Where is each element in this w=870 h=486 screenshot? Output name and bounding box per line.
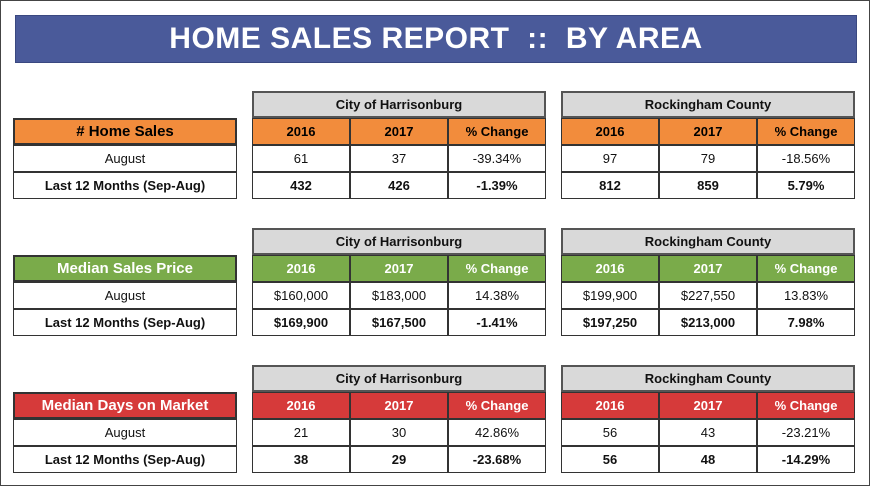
column-header-1: 2017	[659, 118, 757, 145]
value-last12: -1.39%	[448, 172, 546, 199]
value-last12: $167,500	[350, 309, 448, 336]
column-header-1: 2017	[350, 118, 448, 145]
section-3: Median Days on Market August Last 12 Month…	[1, 365, 870, 475]
value-august: -23.21%	[757, 419, 855, 446]
row-label-august: August	[13, 145, 237, 172]
report-title: HOME SALES REPORT :: BY AREA	[169, 22, 703, 55]
column-header-1: 2017	[350, 392, 448, 419]
column-header-0: 2016	[561, 392, 659, 419]
value-last12: 426	[350, 172, 448, 199]
column-header-0: 2016	[561, 118, 659, 145]
area-header-harrisonburg: City of Harrisonburg	[252, 228, 546, 255]
value-last12: 29	[350, 446, 448, 473]
value-last12: $197,250	[561, 309, 659, 336]
value-august: 30	[350, 419, 448, 446]
metric-label: # Home Sales	[13, 118, 237, 145]
column-header-1: 2017	[350, 255, 448, 282]
value-last12: 859	[659, 172, 757, 199]
column-header-0: 2016	[252, 255, 350, 282]
value-august: 56	[561, 419, 659, 446]
value-last12: 432	[252, 172, 350, 199]
value-august: 21	[252, 419, 350, 446]
row-label-august: August	[13, 419, 237, 446]
value-august: 43	[659, 419, 757, 446]
area-header-harrisonburg: City of Harrisonburg	[252, 365, 546, 392]
metric-label: Median Days on Market	[13, 392, 237, 419]
value-august: 79	[659, 145, 757, 172]
value-august: -18.56%	[757, 145, 855, 172]
column-header-1: 2017	[659, 255, 757, 282]
value-last12: $213,000	[659, 309, 757, 336]
section-1: # Home Sales August Last 12 Months (Sep-Au…	[1, 91, 870, 201]
value-august: $160,000	[252, 282, 350, 309]
metric-label: Median Sales Price	[13, 255, 237, 282]
value-august: $227,550	[659, 282, 757, 309]
value-august: 42.86%	[448, 419, 546, 446]
value-august: 37	[350, 145, 448, 172]
value-august: -39.34%	[448, 145, 546, 172]
value-august: $199,900	[561, 282, 659, 309]
value-last12: -14.29%	[757, 446, 855, 473]
value-august: 61	[252, 145, 350, 172]
area-header-harrisonburg: City of Harrisonburg	[252, 91, 546, 118]
column-header-1: 2017	[659, 392, 757, 419]
value-last12: 56	[561, 446, 659, 473]
section-2: Median Sales Price August Last 12 Months (…	[1, 228, 870, 338]
column-header-2: % Change	[757, 118, 855, 145]
column-header-2: % Change	[448, 255, 546, 282]
column-header-2: % Change	[448, 392, 546, 419]
area-header-rockingham: Rockingham County	[561, 365, 855, 392]
row-label-august: August	[13, 282, 237, 309]
report-banner: HOME SALES REPORT :: BY AREA	[15, 15, 857, 63]
value-last12: -1.41%	[448, 309, 546, 336]
column-header-2: % Change	[757, 255, 855, 282]
value-last12: $169,900	[252, 309, 350, 336]
row-label-last12: Last 12 Months (Sep-Aug)	[13, 446, 237, 473]
column-header-0: 2016	[252, 118, 350, 145]
value-august: $183,000	[350, 282, 448, 309]
value-last12: 7.98%	[757, 309, 855, 336]
row-label-last12: Last 12 Months (Sep-Aug)	[13, 309, 237, 336]
column-header-2: % Change	[757, 392, 855, 419]
value-last12: -23.68%	[448, 446, 546, 473]
area-header-rockingham: Rockingham County	[561, 228, 855, 255]
value-august: 13.83%	[757, 282, 855, 309]
value-august: 97	[561, 145, 659, 172]
value-last12: 812	[561, 172, 659, 199]
row-label-last12: Last 12 Months (Sep-Aug)	[13, 172, 237, 199]
column-header-0: 2016	[252, 392, 350, 419]
value-august: 14.38%	[448, 282, 546, 309]
area-header-rockingham: Rockingham County	[561, 91, 855, 118]
value-last12: 48	[659, 446, 757, 473]
value-last12: 38	[252, 446, 350, 473]
column-header-0: 2016	[561, 255, 659, 282]
value-last12: 5.79%	[757, 172, 855, 199]
column-header-2: % Change	[448, 118, 546, 145]
